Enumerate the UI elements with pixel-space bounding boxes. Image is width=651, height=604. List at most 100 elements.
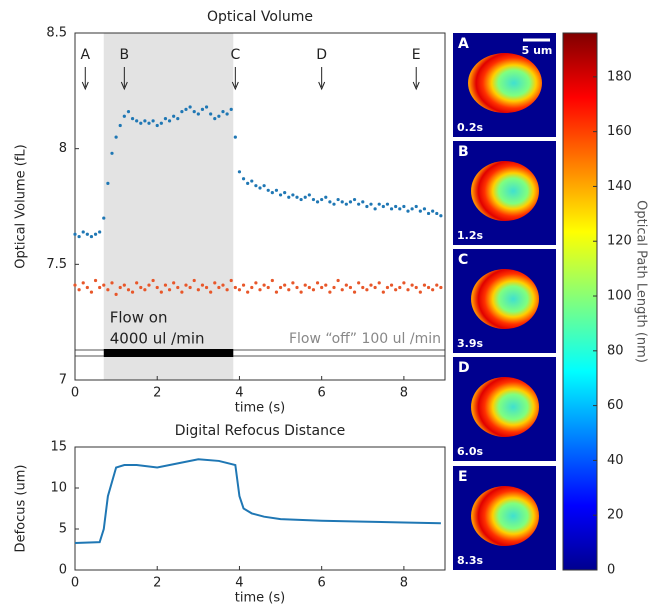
data-point [246,290,250,294]
data-point [126,110,131,114]
data-point [250,285,254,290]
x-tick-label: 4 [235,386,243,401]
marker-arrowhead [81,81,89,91]
data-point [406,288,410,292]
data-point [439,214,443,218]
data-point [233,135,237,139]
plot-frame [74,32,446,381]
colorbar-tick-label: 20 [607,508,624,523]
data-point [98,230,102,234]
data-point [377,281,381,285]
panel-label: B [458,144,469,160]
data-point [422,283,427,287]
data-point [196,288,200,292]
data-point [143,288,147,292]
colorbar-tick-label: 120 [607,234,632,249]
data-point [410,207,414,211]
data-point [311,197,316,202]
data-point [229,278,233,283]
data-point [283,283,287,287]
data-point [98,285,102,290]
data-point [167,288,172,292]
data-point [122,283,126,287]
data-point [332,202,336,206]
x-tick-label: 2 [153,576,161,591]
data-point [287,195,291,199]
data-point [135,119,139,123]
data-point [431,209,435,213]
data-point [291,281,295,285]
data-point [167,119,172,123]
data-point [344,202,348,206]
data-point [102,283,106,287]
data-point [385,285,390,290]
cell-image [471,269,539,329]
data-point [229,107,233,111]
data-point [431,288,435,292]
data-point [155,123,159,128]
data-point [283,191,287,195]
colorbar [562,32,598,571]
data-point [114,135,118,139]
colorbar-tick-label: 160 [607,124,632,139]
marker-arrowhead [412,81,420,91]
data-point [426,211,431,216]
data-point [233,285,237,290]
data-point [402,281,406,285]
colorbar-tick-label: 0 [607,563,615,578]
data-point [110,281,114,285]
data-point [418,209,422,213]
data-point [159,121,163,125]
data-point [414,204,418,209]
data-point [110,151,114,155]
cell-image [471,377,539,437]
data-point [299,290,303,294]
data-point [209,290,213,294]
data-point [315,200,320,204]
data-point [184,107,188,111]
data-point [377,202,381,206]
data-point [85,285,89,290]
data-point [81,230,85,234]
marker-arrowhead [318,81,326,91]
colorbar-tick-label: 140 [607,179,632,194]
data-point [357,202,361,206]
data-point [291,193,295,197]
flow-bar [103,349,234,357]
marker-arrowhead [231,81,239,91]
panel-time: 1.2s [457,229,483,242]
data-point [126,288,131,292]
data-point [278,285,283,290]
y-tick-label: 8.5 [46,26,67,41]
cell-image [471,161,539,221]
data-point [225,288,229,292]
data-point [299,197,303,202]
colorbar-tick-label: 100 [607,289,632,304]
data-point [274,188,279,192]
x-tick-label: 6 [318,386,326,401]
data-point [81,281,85,285]
data-point [262,283,266,287]
data-point [254,281,258,285]
data-point [213,281,217,285]
x-axis-label: time (s) [235,591,285,604]
data-point [89,290,94,294]
data-point [295,195,299,199]
data-point [303,195,307,199]
y-tick-label: 7 [59,373,67,388]
data-point [85,232,89,236]
data-point [266,188,270,192]
chart-title: Digital Refocus Distance [175,423,346,439]
y-tick-label: 8 [59,141,67,156]
data-point [200,107,205,111]
panel-label: E [458,469,468,485]
colorbar-tick-label: 60 [607,398,624,413]
data-point [373,207,377,211]
data-point [258,186,262,190]
data-point [406,209,410,213]
data-point [204,285,209,290]
data-point [307,193,311,197]
colorbar-tick-label: 80 [607,343,624,358]
data-line [74,458,441,544]
data-point [254,184,258,188]
